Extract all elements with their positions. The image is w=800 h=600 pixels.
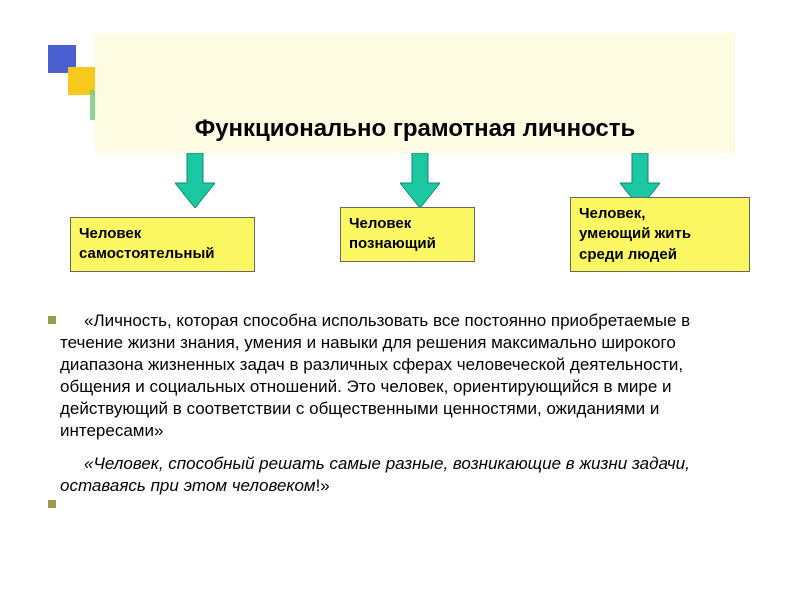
quote-prefix: «Человек, способный решать самые разные,… <box>60 454 690 495</box>
box-independent: Человексамостоятельный <box>70 217 255 272</box>
box-social: Человек, умеющий жить среди людей <box>570 197 750 272</box>
title-banner: Функционально грамотная личность <box>95 33 735 153</box>
arrow-down-1 <box>175 153 215 208</box>
body-text: «Личность, которая способна использовать… <box>60 310 750 497</box>
paragraph-quote: «Человек, способный решать самые разные,… <box>60 453 750 497</box>
arrow-down-2 <box>400 153 440 208</box>
quote-suffix: !» <box>316 476 330 495</box>
bullet-icon <box>48 316 56 324</box>
paragraph-definition: «Личность, которая способна использовать… <box>60 310 750 443</box>
page-title: Функционально грамотная личность <box>195 115 636 143</box>
box-learning: Человек познающий <box>340 207 475 262</box>
bullet-icon <box>48 500 56 508</box>
